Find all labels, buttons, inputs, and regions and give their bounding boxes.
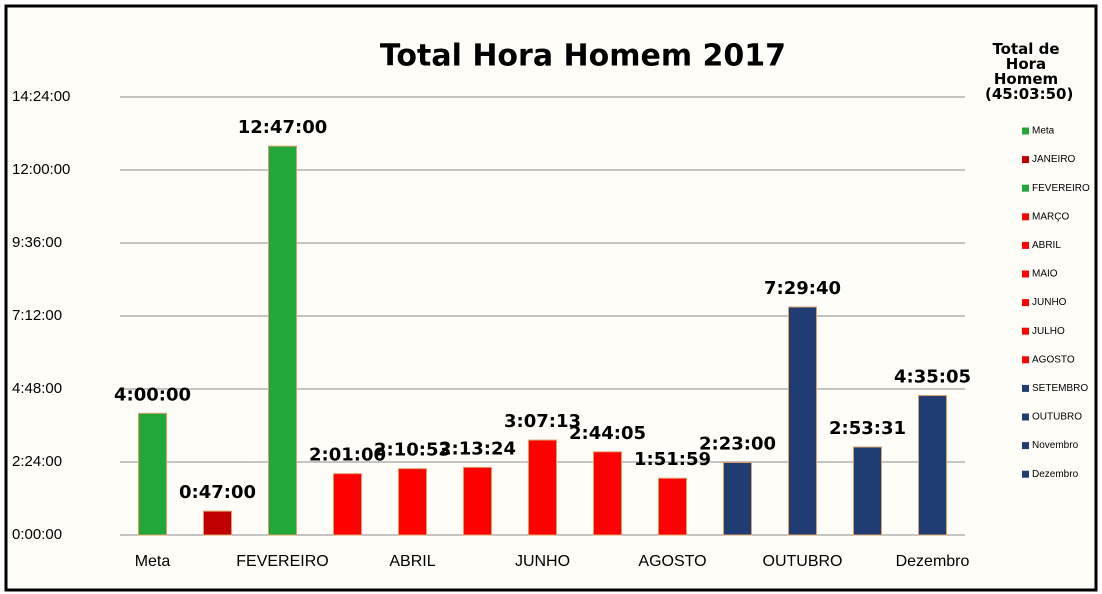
y-tick-label: 2:24:00 [12,453,62,470]
data-label: 4:35:05 [894,367,971,388]
legend-title: Total de Hora Homem (45:03:50) [985,40,1074,103]
legend-label: AGOSTO [1032,354,1075,365]
y-tick-label: 9:36:00 [12,234,62,251]
bar [463,466,492,536]
legend-swatch [1022,127,1029,135]
data-label: 2:53:31 [829,418,906,439]
data-label: 3:07:13 [504,411,581,432]
legend-swatch [1022,270,1029,278]
legend-swatch [1022,356,1029,364]
bar [528,439,557,536]
x-tick-label: Meta [135,553,171,570]
data-label: 2:44:05 [569,423,646,444]
data-label: 1:51:59 [634,449,711,470]
y-tick-label: 12:00:00 [12,161,70,178]
bar [918,395,947,536]
x-tick-label: FEVEREIRO [236,553,328,570]
data-label: 2:01:00 [309,445,386,466]
chart-title: Total Hora Homem 2017 [380,39,786,74]
bar [398,468,427,536]
legend-label: MAIO [1032,269,1058,280]
legend-swatch [1022,213,1029,221]
data-label: 2:10:53 [374,440,451,461]
legend-label: Novembro [1032,440,1079,451]
legend-label: FEVEREIRO [1032,183,1090,194]
legend-swatch [1022,470,1029,478]
bar [788,306,817,536]
legend-label: ABRIL [1032,240,1061,251]
data-label: 7:29:40 [764,278,841,299]
bar [658,477,687,536]
bar [853,446,882,536]
bar [333,473,362,536]
data-label: 2:23:00 [699,434,776,455]
data-label: 4:00:00 [114,384,191,405]
bar [138,412,167,536]
x-tick-label: AGOSTO [638,553,706,570]
legend-label: SETEMBRO [1032,383,1088,394]
legend-label: JANEIRO [1032,154,1076,165]
legend-label: Meta [1032,126,1055,137]
data-label: 0:47:00 [179,482,256,503]
legend-label: OUTUBRO [1032,412,1082,423]
legend-label: JULHO [1032,326,1065,337]
data-label: 2:13:24 [439,438,516,459]
legend-swatch [1022,384,1029,392]
legend-swatch [1022,327,1029,335]
legend-label: MARÇO [1032,211,1069,222]
legend-swatch [1022,413,1029,421]
legend-swatch [1022,156,1029,164]
legend-swatch [1022,184,1029,192]
bar [268,145,297,536]
legend-swatch [1022,442,1029,450]
x-tick-label: OUTUBRO [763,553,843,570]
legend-swatch [1022,241,1029,249]
y-tick-label: 7:12:00 [12,307,62,324]
legend-label: JUNHO [1032,297,1067,308]
bar [203,510,232,536]
x-tick-label: JUNHO [515,553,570,570]
x-tick-label: ABRIL [389,553,435,570]
y-tick-label: 0:00:00 [12,526,62,543]
bar [723,462,752,536]
y-tick-label: 4:48:00 [12,380,62,397]
y-tick-label: 14:24:00 [12,88,70,105]
data-label: 12:47:00 [238,117,328,138]
bar [593,451,622,536]
x-tick-label: Dezembro [896,553,970,570]
legend-label: Dezembro [1032,469,1079,480]
legend-swatch [1022,299,1029,307]
